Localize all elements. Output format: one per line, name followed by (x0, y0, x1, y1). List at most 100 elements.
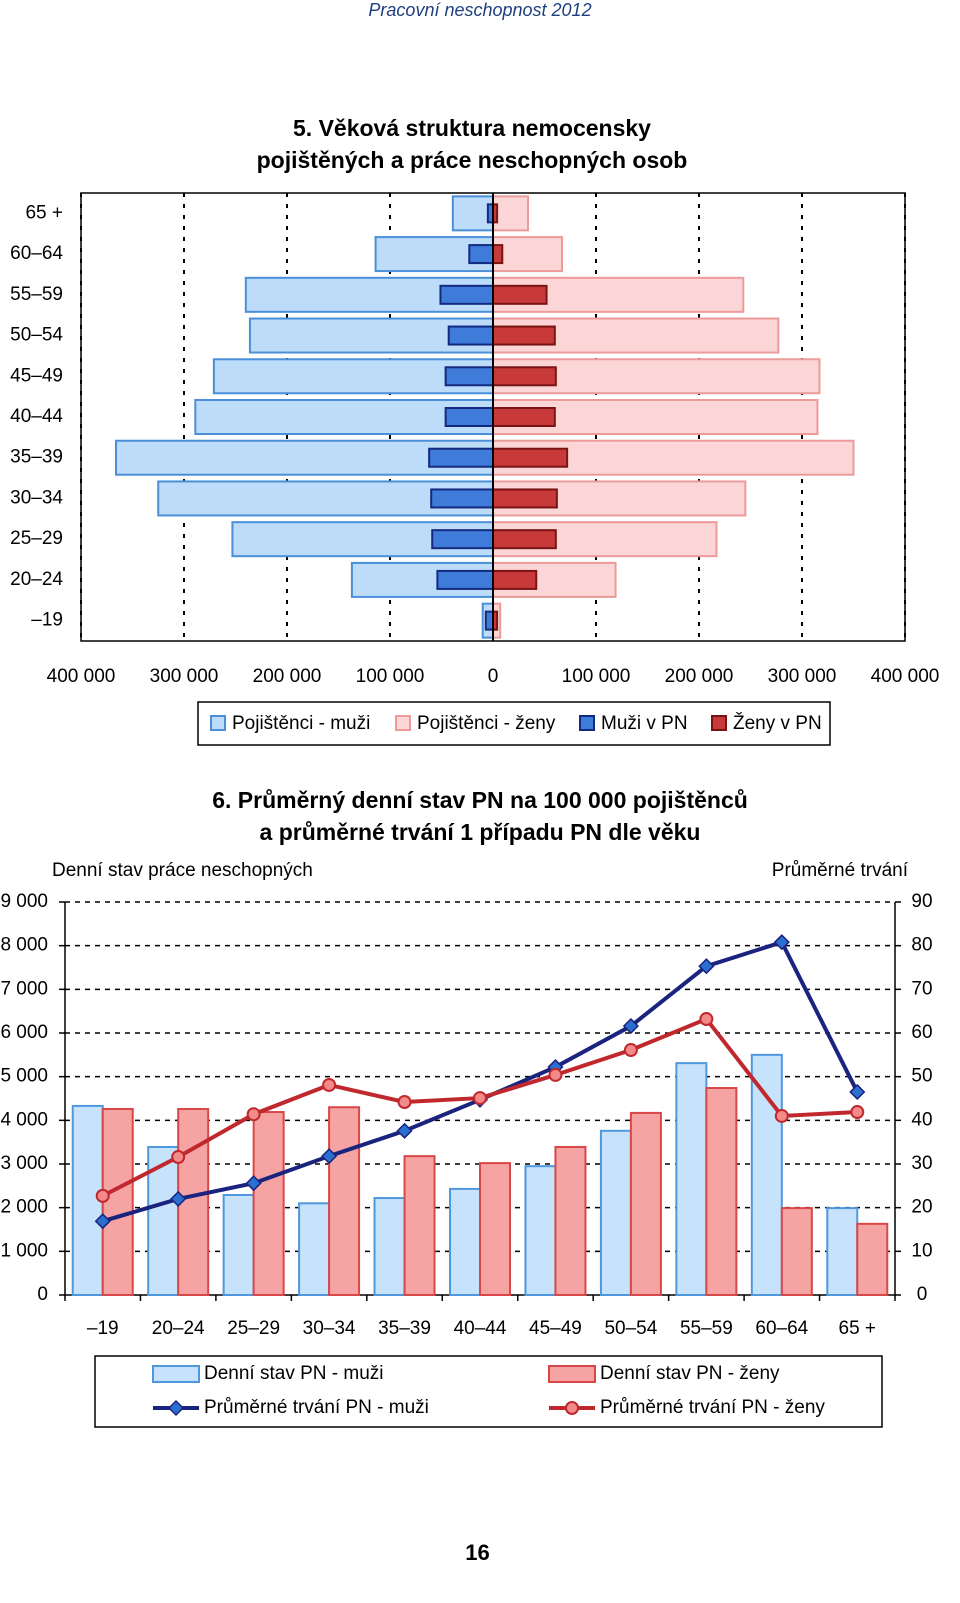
bar (629, 1111, 662, 1297)
y2-tick-label: 20 (911, 1197, 932, 1218)
y-tick-label: 8 000 (0, 935, 48, 956)
bar (492, 529, 557, 550)
x-tick-label: 400 000 (47, 666, 116, 687)
x-tick-label: 45–49 (529, 1318, 582, 1339)
bar (492, 236, 564, 273)
line-marker (850, 1105, 865, 1120)
bar (826, 1207, 859, 1297)
bar (599, 1129, 632, 1297)
legend-label: Muži v PN (601, 713, 688, 734)
bar (492, 447, 569, 468)
bar (428, 447, 495, 468)
x-tick-label: 25–29 (227, 1318, 280, 1339)
page-number: 16 (465, 1540, 490, 1565)
line-marker (94, 1213, 111, 1230)
x-tick-label: 20–24 (152, 1318, 205, 1339)
legend-swatch (579, 715, 595, 731)
x-tick-label: –19 (87, 1318, 119, 1339)
y-tick-label: –19 (31, 610, 63, 631)
y-tick-label: 9 000 (0, 891, 48, 912)
bar (856, 1222, 889, 1297)
x-tick-label: 300 000 (768, 666, 837, 687)
bar (222, 1194, 255, 1296)
x-tick-label: 100 000 (356, 666, 425, 687)
legend-label: Pojištěnci - muži (232, 713, 370, 734)
y-tick-label: 30–34 (10, 487, 63, 508)
bar (675, 1062, 708, 1296)
legend-label: Průměrné trvání PN - muži (204, 1397, 429, 1418)
bar (444, 366, 494, 387)
y-tick-label: 2 000 (0, 1197, 48, 1218)
x-tick-label: 400 000 (871, 666, 940, 687)
y-tick-label: 45–49 (10, 365, 63, 386)
y2-tick-label: 10 (911, 1240, 932, 1261)
bar (750, 1053, 783, 1297)
y2-tick-label: 60 (911, 1022, 932, 1043)
bar (492, 195, 530, 232)
line-marker (246, 1107, 261, 1122)
y-tick-label: 50–54 (10, 325, 63, 346)
bar (492, 407, 556, 427)
bar (705, 1087, 738, 1297)
x-tick-label: 200 000 (665, 666, 734, 687)
bar (298, 1202, 331, 1297)
line-marker (622, 1017, 639, 1035)
x-tick-label: 50–54 (604, 1318, 657, 1339)
bar (492, 325, 556, 346)
y-tick-label: 7 000 (0, 978, 48, 999)
legend-swatch (711, 715, 727, 731)
bar (451, 195, 494, 232)
x-tick-label: 55–59 (680, 1318, 733, 1339)
bar (780, 1207, 813, 1297)
x-tick-label: 65 + (839, 1318, 877, 1339)
y-tick-label: 6 000 (0, 1022, 48, 1043)
y-tick-label: 4 000 (0, 1109, 48, 1130)
bar (430, 488, 495, 509)
y-axis-label: Denní stav práce neschopných (52, 860, 313, 881)
bar (252, 1111, 285, 1296)
line-marker (95, 1188, 110, 1203)
line-marker (245, 1175, 262, 1192)
y-tick-label: 55–59 (10, 284, 63, 305)
bar (479, 1162, 511, 1297)
y2-tick-label: 80 (911, 935, 932, 956)
line-marker (548, 1067, 563, 1082)
legend-label: Průměrné trvání PN - ženy (600, 1397, 825, 1418)
line-marker (397, 1094, 412, 1109)
y2-tick-label: 50 (911, 1066, 932, 1087)
y-tick-label: 60–64 (10, 243, 63, 264)
bar (524, 1165, 557, 1297)
bar (403, 1155, 436, 1297)
bar (328, 1106, 361, 1296)
y-tick-label: 1 000 (0, 1240, 48, 1261)
bar (492, 569, 538, 590)
x-tick-label: 40–44 (454, 1318, 507, 1339)
bar (447, 325, 494, 346)
legend-box (94, 1355, 883, 1428)
legend-label: Pojištěnci - ženy (417, 713, 556, 734)
line-marker (623, 1043, 638, 1058)
bar (492, 366, 557, 387)
y-tick-label: 35–39 (10, 447, 63, 468)
legend-label: Ženy v PN (733, 712, 822, 734)
chart-title: 6. Průměrný denní stav PN na 100 000 poj… (212, 787, 748, 845)
legend-swatch (210, 715, 226, 731)
y2-tick-label: 40 (911, 1109, 932, 1130)
y-tick-label: 3 000 (0, 1153, 48, 1174)
line-marker (321, 1148, 338, 1165)
line-marker (849, 1083, 866, 1101)
legend-label: Denní stav PN - muži (204, 1363, 384, 1384)
bar (449, 1187, 481, 1297)
x-tick-label: 0 (488, 666, 499, 687)
line-marker (473, 1091, 487, 1106)
bar (492, 244, 504, 265)
bar (439, 284, 494, 305)
x-tick-label: 200 000 (253, 666, 322, 687)
bar (436, 569, 495, 590)
bar (484, 610, 495, 631)
x-tick-label: 300 000 (150, 666, 219, 687)
y2-tick-label: 70 (911, 978, 932, 999)
line-marker (171, 1150, 186, 1165)
bar (492, 284, 548, 305)
